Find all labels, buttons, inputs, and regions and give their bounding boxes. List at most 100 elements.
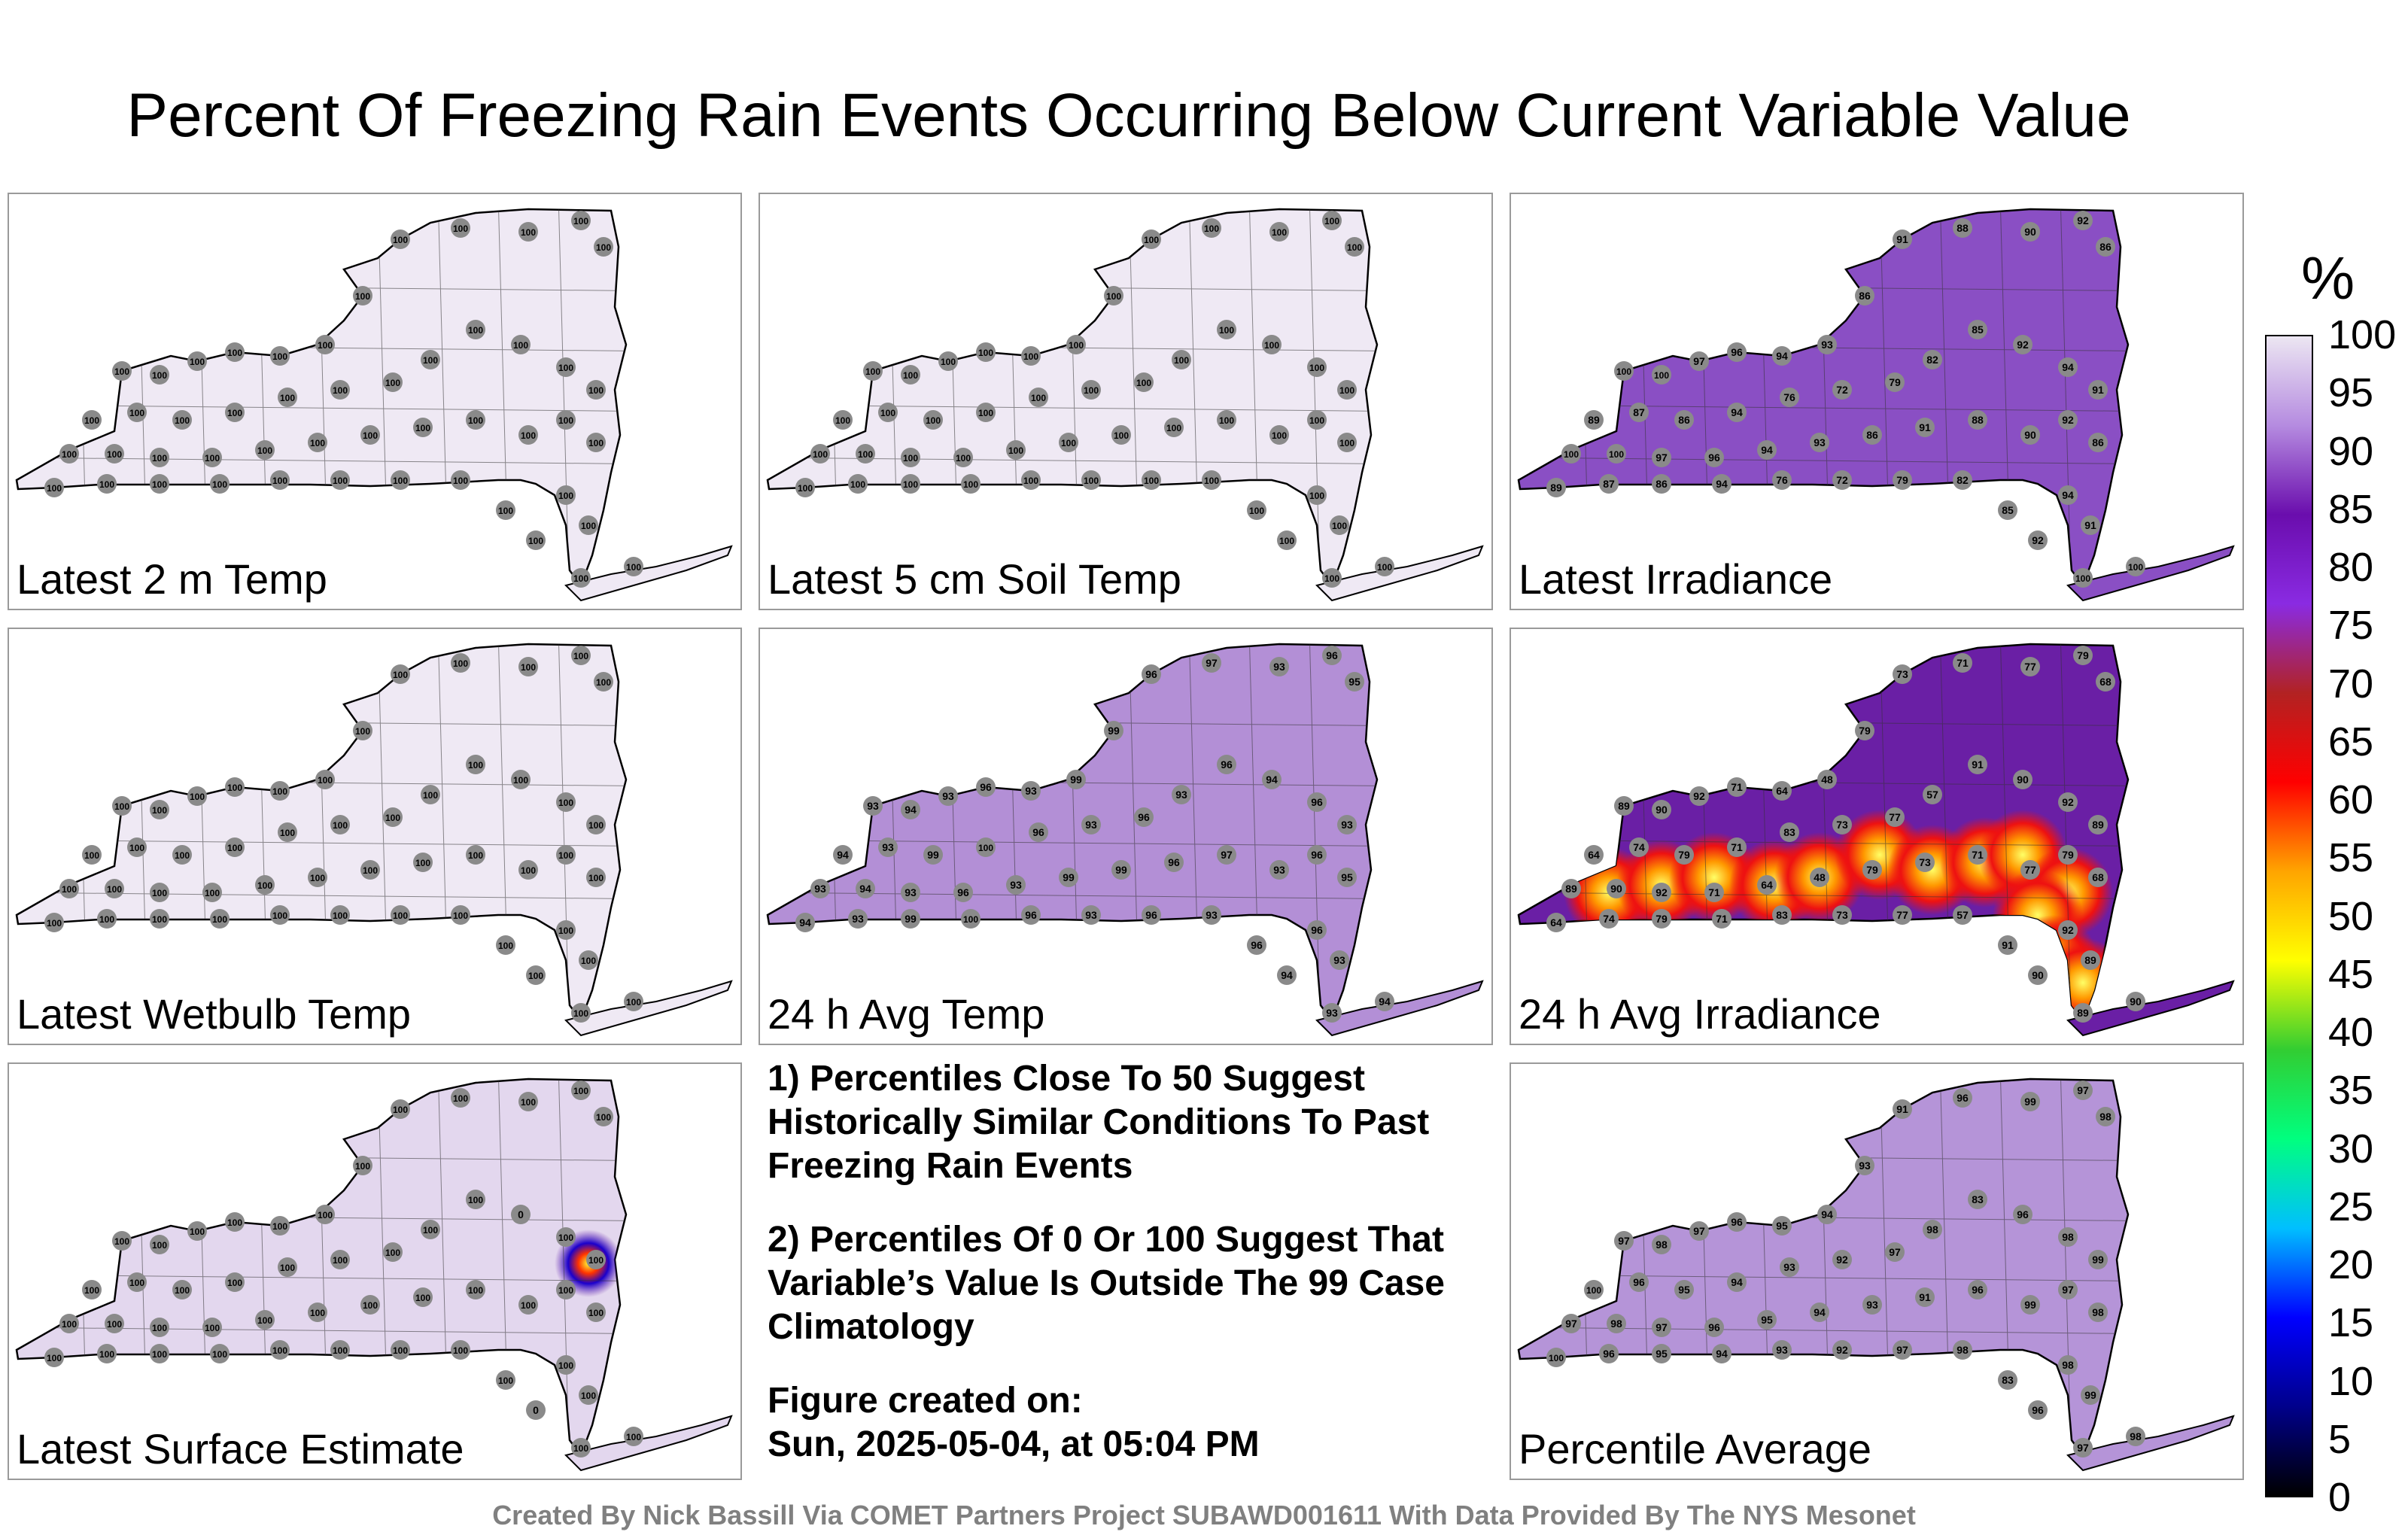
- panel-label: Latest Irradiance: [1519, 555, 1833, 603]
- station-marker: 100: [586, 815, 606, 834]
- station-value: 91: [1896, 1103, 1908, 1115]
- station-marker: 100: [172, 410, 192, 430]
- station-marker: 100: [330, 1250, 350, 1269]
- station-value: 100: [1279, 536, 1294, 546]
- station-marker: 100: [1247, 500, 1266, 520]
- station-value: 100: [468, 1285, 483, 1296]
- station-value: 73: [1919, 856, 1931, 868]
- station-value: 100: [1272, 430, 1287, 441]
- station-value: 100: [978, 348, 993, 358]
- station-marker: 0: [511, 1205, 531, 1224]
- station-value: 89: [2077, 1007, 2089, 1019]
- station-value: 93: [1273, 864, 1285, 876]
- station-marker: 100: [225, 342, 245, 362]
- station-value: 100: [573, 573, 588, 584]
- station-value: 100: [393, 235, 408, 245]
- station-marker: 82: [1953, 470, 1972, 490]
- station-marker: 100: [315, 770, 335, 789]
- station-value: 94: [1281, 969, 1293, 981]
- station-marker: 91: [2088, 380, 2108, 400]
- station-value: 100: [227, 1278, 242, 1288]
- station-marker: 100: [270, 1340, 290, 1360]
- station-marker: 93: [901, 883, 920, 902]
- station-value: 100: [835, 415, 850, 426]
- station-value: 95: [1776, 1220, 1788, 1232]
- station-marker: 94: [1757, 440, 1777, 460]
- station-value: 83: [1783, 826, 1795, 838]
- station-value: 100: [1324, 573, 1339, 584]
- station-value: 99: [927, 849, 939, 861]
- station-marker: 100: [848, 474, 868, 494]
- station-value: 100: [355, 1161, 370, 1172]
- station-value: 88: [1972, 414, 1984, 426]
- station-value: 100: [227, 783, 242, 793]
- station-value: 100: [1144, 235, 1159, 245]
- station-value: 0: [518, 1208, 524, 1220]
- station-marker: 100: [1104, 286, 1123, 305]
- station-marker: 100: [59, 879, 79, 898]
- station-value: 100: [152, 888, 167, 898]
- station-value: 100: [114, 801, 129, 812]
- station-value: 100: [1023, 476, 1038, 486]
- station-marker: 100: [413, 1287, 433, 1307]
- station-marker: 96: [1134, 807, 1154, 827]
- station-marker: 100: [2126, 557, 2145, 576]
- station-marker: 100: [421, 785, 440, 804]
- station-marker: 86: [1855, 286, 1874, 305]
- station-marker: 100: [466, 410, 485, 430]
- station-marker: 57: [1923, 785, 1942, 804]
- station-marker: 100: [1217, 410, 1236, 430]
- station-value: 100: [257, 880, 272, 891]
- station-value: 89: [1565, 883, 1577, 895]
- station-value: 64: [1588, 849, 1600, 861]
- station-value: 100: [107, 1319, 122, 1330]
- panel-label: Percentile Average: [1519, 1425, 1872, 1473]
- station-value: 100: [626, 997, 641, 1008]
- station-value: 99: [2084, 1389, 2096, 1401]
- station-value: 100: [528, 971, 543, 981]
- station-marker: 87: [1599, 474, 1619, 494]
- station-marker: 100: [451, 653, 470, 673]
- station-value: 100: [2128, 562, 2143, 573]
- station-marker: 98: [2088, 1302, 2108, 1322]
- station-marker: 100: [308, 1302, 327, 1322]
- station-marker: 96: [1307, 792, 1327, 812]
- station-value: 93: [1085, 909, 1097, 921]
- station-value: 100: [152, 1323, 167, 1333]
- station-marker: 100: [308, 433, 327, 452]
- station-value: 100: [558, 1360, 573, 1371]
- station-marker: 99: [2081, 1385, 2100, 1405]
- station-value: 97: [1889, 1246, 1901, 1258]
- station-marker: 86: [1862, 425, 1882, 445]
- station-marker: 100: [556, 845, 576, 865]
- station-marker: 100: [255, 440, 275, 460]
- station-value: 100: [468, 850, 483, 861]
- station-value: 100: [1616, 366, 1631, 377]
- station-marker: 71: [1953, 653, 1972, 673]
- station-marker: 89: [1614, 796, 1634, 816]
- station-value: 86: [1655, 478, 1668, 490]
- station-value: 95: [1341, 871, 1353, 883]
- station-marker: 100: [1269, 425, 1289, 445]
- station-value: 90: [2130, 995, 2142, 1008]
- map-panel: 100 100 97 96 94 93 86 91 88 90 92 86 89 87 86 94 76 72 79…: [1510, 193, 2244, 610]
- station-value: 100: [227, 408, 242, 418]
- station-marker: 100: [330, 905, 350, 925]
- station-marker: 100: [1217, 320, 1236, 339]
- station-value: 96: [1145, 909, 1157, 921]
- station-marker: 100: [1652, 365, 1671, 385]
- station-value: 72: [1836, 474, 1848, 486]
- station-marker: 100: [976, 837, 996, 857]
- station-marker: 100: [1059, 433, 1078, 452]
- map-panel: 100 100 100 100 100 100 100 100 100 100 100 100 100 1…: [8, 193, 742, 610]
- station-value: 100: [355, 726, 370, 737]
- station-value: 79: [1678, 849, 1690, 861]
- station-value: 100: [393, 1345, 408, 1356]
- state-map: 97 98 97 96 95 94 93 91 96 99 97 98 100 96 95 94 93 92 97 9…: [1517, 1078, 2235, 1472]
- station-value: 100: [212, 479, 227, 490]
- station-marker: 100: [1345, 237, 1364, 257]
- station-marker: 93: [863, 796, 883, 816]
- station-value: 100: [385, 378, 400, 388]
- station-value: 71: [1716, 913, 1728, 925]
- station-value: 100: [212, 914, 227, 925]
